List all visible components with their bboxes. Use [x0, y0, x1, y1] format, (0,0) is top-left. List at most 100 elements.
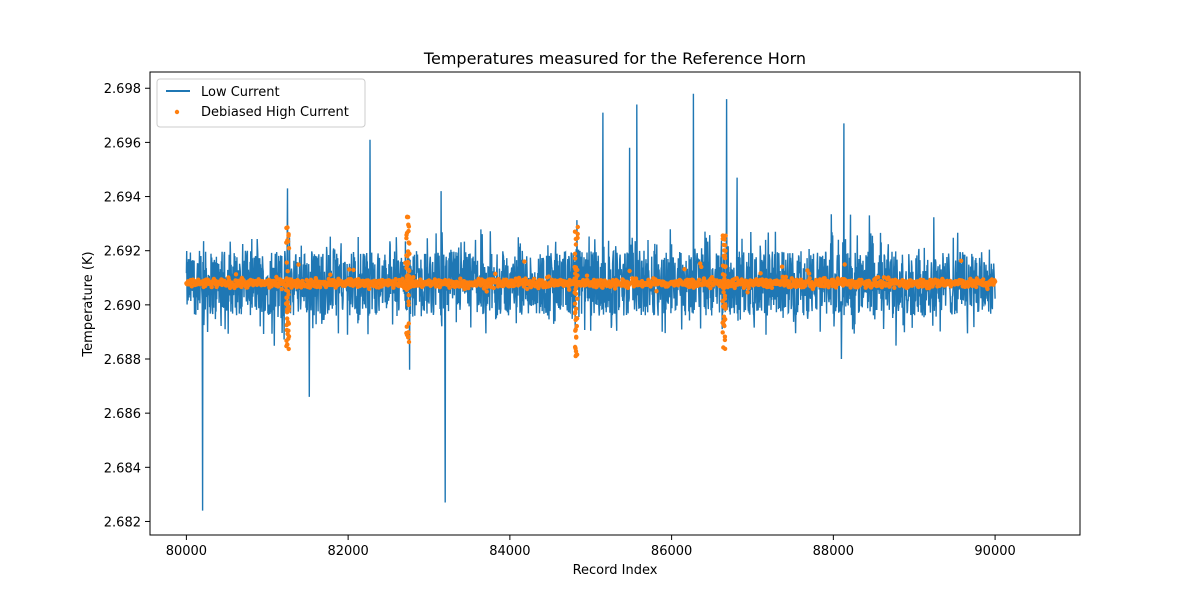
- high-current-event-point: [721, 318, 726, 324]
- y-axis-label: Temperature (K): [81, 251, 96, 357]
- y-axis: 2.682 2.684 2.686 2.688 2.690 2.692 2.694 2.696…: [104, 82, 150, 530]
- high-current-event-point: [285, 342, 290, 347]
- high-current-point: [209, 284, 214, 290]
- legend-box: [156, 78, 366, 128]
- high-current-event-point: [720, 304, 726, 309]
- high-current-event-point: [721, 283, 726, 288]
- high-current-event-point: [407, 241, 412, 246]
- high-current-event-point: [285, 289, 291, 294]
- high-current-event-point: [284, 260, 289, 265]
- high-current-point: [351, 267, 356, 273]
- high-current-event-point: [573, 275, 579, 281]
- high-current-event-point: [572, 311, 578, 316]
- x-tick-label: 86000: [651, 544, 692, 559]
- high-current-event-point: [405, 249, 411, 254]
- high-current-point: [779, 264, 785, 269]
- high-current-point: [708, 285, 713, 291]
- high-current-point: [326, 276, 331, 282]
- y-tick-label: 2.686: [104, 407, 141, 422]
- x-tick-label: 80000: [166, 544, 207, 559]
- high-current-point: [600, 285, 605, 290]
- x-tick-label: 90000: [974, 544, 1015, 559]
- high-current-event-point: [722, 264, 728, 270]
- high-current-point: [696, 277, 702, 282]
- high-current-event-point: [406, 299, 411, 304]
- high-current-event-point: [573, 271, 578, 276]
- high-current-event-point: [286, 304, 292, 309]
- high-current-point: [806, 271, 812, 276]
- high-current-point: [992, 279, 998, 284]
- chart-title: Temperatures measured for the Reference …: [423, 49, 806, 68]
- high-current-event-point: [722, 255, 728, 261]
- high-current-event-point: [723, 233, 728, 238]
- high-current-point: [974, 284, 979, 290]
- high-current-point: [546, 274, 551, 279]
- high-current-event-point: [405, 278, 410, 283]
- x-tick-label: 88000: [813, 544, 854, 559]
- high-current-point: [879, 285, 885, 290]
- high-current-point: [654, 289, 659, 294]
- high-current-event-point: [284, 225, 289, 231]
- high-current-event-point: [722, 278, 727, 283]
- high-current-point: [958, 258, 964, 263]
- high-current-event-point: [574, 334, 579, 339]
- high-current-event-point: [574, 323, 579, 329]
- high-current-point: [367, 286, 372, 292]
- high-current-point: [981, 277, 986, 282]
- high-current-point: [758, 271, 763, 276]
- y-tick-label: 2.682: [104, 515, 141, 530]
- high-current-event-point: [406, 302, 411, 308]
- high-current-point: [347, 267, 352, 272]
- high-current-point: [296, 262, 301, 267]
- high-current-point: [822, 276, 827, 281]
- high-current-event-point: [404, 330, 409, 336]
- high-current-event-point: [286, 292, 291, 297]
- high-current-event-point: [721, 345, 726, 350]
- high-current-event-point: [722, 296, 728, 301]
- high-current-event-point: [575, 224, 580, 230]
- y-tick-label: 2.684: [104, 461, 141, 476]
- x-axis-label: Record Index: [573, 563, 658, 578]
- y-tick-label: 2.698: [104, 82, 141, 97]
- high-current-event-point: [405, 214, 411, 220]
- high-current-event-point: [722, 334, 728, 339]
- legend: Low Current Debiased High Current: [156, 78, 366, 128]
- high-current-event-point: [286, 232, 291, 237]
- high-current-event-point: [573, 349, 579, 354]
- high-current-event-point: [284, 295, 289, 300]
- high-current-point: [786, 279, 792, 284]
- series-debiased-high-current: [184, 214, 998, 359]
- high-current-point: [875, 275, 881, 280]
- y-tick-label: 2.692: [104, 245, 141, 260]
- high-current-point: [833, 285, 839, 290]
- high-current-event-point: [572, 229, 578, 234]
- high-current-event-point: [404, 324, 409, 329]
- high-current-event-point: [404, 253, 409, 258]
- high-current-event-point: [285, 269, 290, 274]
- high-current-point: [462, 286, 467, 292]
- high-current-point: [524, 286, 530, 292]
- low-current-line: [185, 93, 996, 511]
- high-current-point: [807, 276, 812, 281]
- high-current-event-point: [286, 246, 292, 251]
- high-current-event-point: [572, 301, 578, 306]
- high-current-event-point: [284, 327, 289, 333]
- high-current-point: [803, 283, 808, 288]
- high-current-point: [328, 272, 333, 277]
- high-current-event-point: [722, 237, 727, 242]
- high-current-point: [393, 277, 398, 282]
- high-current-point: [279, 286, 284, 292]
- high-current-event-point: [573, 267, 578, 272]
- high-current-event-point: [285, 320, 291, 325]
- high-current-event-point: [286, 336, 291, 341]
- high-current-event-point: [406, 285, 411, 291]
- high-current-point: [769, 285, 775, 290]
- high-current-event-point: [406, 321, 411, 326]
- high-current-event-point: [572, 290, 577, 295]
- high-current-event-point: [406, 334, 411, 339]
- high-current-point: [233, 272, 239, 277]
- high-current-point: [682, 267, 687, 272]
- plot-frame: [149, 71, 1081, 536]
- high-current-point: [239, 284, 244, 290]
